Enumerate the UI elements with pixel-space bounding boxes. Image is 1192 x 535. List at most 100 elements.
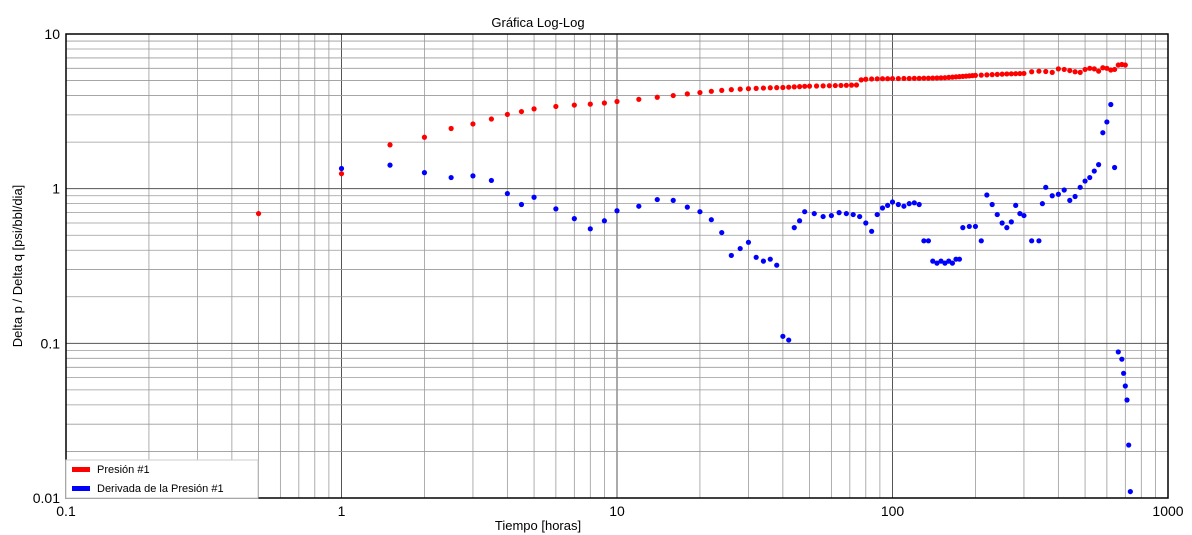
derivada-point xyxy=(1115,349,1121,355)
derivada-point xyxy=(930,258,936,264)
presion-point xyxy=(470,121,476,127)
derivada-point xyxy=(916,201,922,208)
derivada-point xyxy=(984,192,990,198)
x-axis-label: Tiempo [horas] xyxy=(495,518,581,533)
derivada-point xyxy=(857,213,863,220)
presion-point xyxy=(745,86,752,92)
derivada-point xyxy=(911,200,917,206)
presion-point xyxy=(832,82,838,89)
derivada-point xyxy=(737,245,743,252)
presion-point xyxy=(1055,66,1061,72)
presion-point xyxy=(1112,66,1118,73)
derivada-point xyxy=(1039,201,1045,207)
derivada-point xyxy=(1124,397,1130,403)
derivada-point xyxy=(863,220,869,226)
y-tick-label: 0.1 xyxy=(41,335,61,351)
legend-label-derivada: Derivada de la Presión #1 xyxy=(97,483,224,495)
derivada-point xyxy=(470,173,476,179)
presion-point xyxy=(553,103,559,110)
presion-point xyxy=(791,84,797,90)
derivada-point xyxy=(1122,383,1128,389)
derivada-point xyxy=(850,211,856,218)
derivada-point xyxy=(1067,197,1073,203)
presion-point xyxy=(869,76,875,82)
derivada-point xyxy=(989,201,995,208)
derivada-point xyxy=(708,217,714,223)
chart-title: Gráfica Log-Log xyxy=(491,15,584,30)
x-tick-label: 1 xyxy=(338,503,346,519)
presion-point xyxy=(930,75,936,81)
data-points xyxy=(255,61,1133,495)
derivada-point xyxy=(978,238,984,244)
derivada-point xyxy=(828,212,834,219)
derivada-point xyxy=(1126,442,1132,448)
presion-point xyxy=(874,76,880,82)
derivada-point xyxy=(901,203,907,209)
x-tick-label: 1000 xyxy=(1152,503,1183,519)
presion-point xyxy=(719,87,725,93)
presion-point xyxy=(448,125,454,132)
derivada-point xyxy=(791,225,797,231)
derivada-point xyxy=(518,201,525,208)
derivada-point xyxy=(885,202,891,208)
presion-point xyxy=(838,82,844,89)
presion-point xyxy=(1091,66,1097,72)
presion-point xyxy=(858,77,864,83)
derivada-point xyxy=(879,205,886,211)
presion-point xyxy=(885,76,891,82)
presion-point xyxy=(1108,67,1114,73)
presion-point xyxy=(421,134,428,140)
presion-point xyxy=(587,101,593,107)
derivada-point xyxy=(697,209,703,215)
derivada-point xyxy=(994,211,1000,218)
derivada-point xyxy=(760,258,767,264)
presion-point xyxy=(737,86,743,92)
presion-point xyxy=(994,71,1000,78)
presion-point xyxy=(826,83,832,89)
derivada-point xyxy=(1127,488,1133,495)
derivada-point xyxy=(874,211,880,218)
derivada-point xyxy=(488,177,494,184)
derivada-point xyxy=(938,258,944,264)
presion-point xyxy=(1036,68,1042,74)
derivada-point xyxy=(1055,191,1061,197)
presion-point xyxy=(889,75,896,82)
presion-point xyxy=(1067,67,1073,74)
presion-point xyxy=(925,75,932,81)
derivada-point xyxy=(1091,168,1097,174)
derivada-point xyxy=(1008,219,1014,225)
derivada-point xyxy=(921,238,927,244)
derivada-point xyxy=(1043,184,1049,190)
presion-point xyxy=(999,71,1005,77)
legend: Presión #1 Derivada de la Presión #1 xyxy=(65,459,259,499)
series-presion xyxy=(255,61,1128,217)
derivada-point xyxy=(1004,225,1010,231)
derivada-point xyxy=(531,194,537,200)
presion-point xyxy=(806,83,813,89)
presion-point xyxy=(921,75,927,81)
derivada-point xyxy=(571,216,577,222)
presion-point xyxy=(338,171,345,177)
presion-point xyxy=(697,89,703,96)
presion-point xyxy=(708,88,714,94)
presion-point xyxy=(1017,70,1023,77)
presion-point xyxy=(879,76,886,82)
presion-point xyxy=(728,87,734,93)
derivada-point xyxy=(925,238,932,244)
derivada-point xyxy=(1082,178,1088,184)
presion-point xyxy=(518,108,525,115)
derivada-point xyxy=(719,229,725,236)
derivada-point xyxy=(960,225,966,231)
derivada-point xyxy=(1112,164,1118,171)
series-derivada xyxy=(338,101,1133,495)
derivada-point xyxy=(1021,212,1027,219)
derivada-point xyxy=(1119,356,1125,362)
y-tick-label: 1 xyxy=(52,181,60,197)
derivada-point xyxy=(601,218,607,224)
presion-point xyxy=(786,84,792,90)
derivada-point xyxy=(949,260,956,266)
derivada-point xyxy=(504,190,510,197)
presion-point xyxy=(901,75,907,82)
presion-point xyxy=(984,72,990,78)
